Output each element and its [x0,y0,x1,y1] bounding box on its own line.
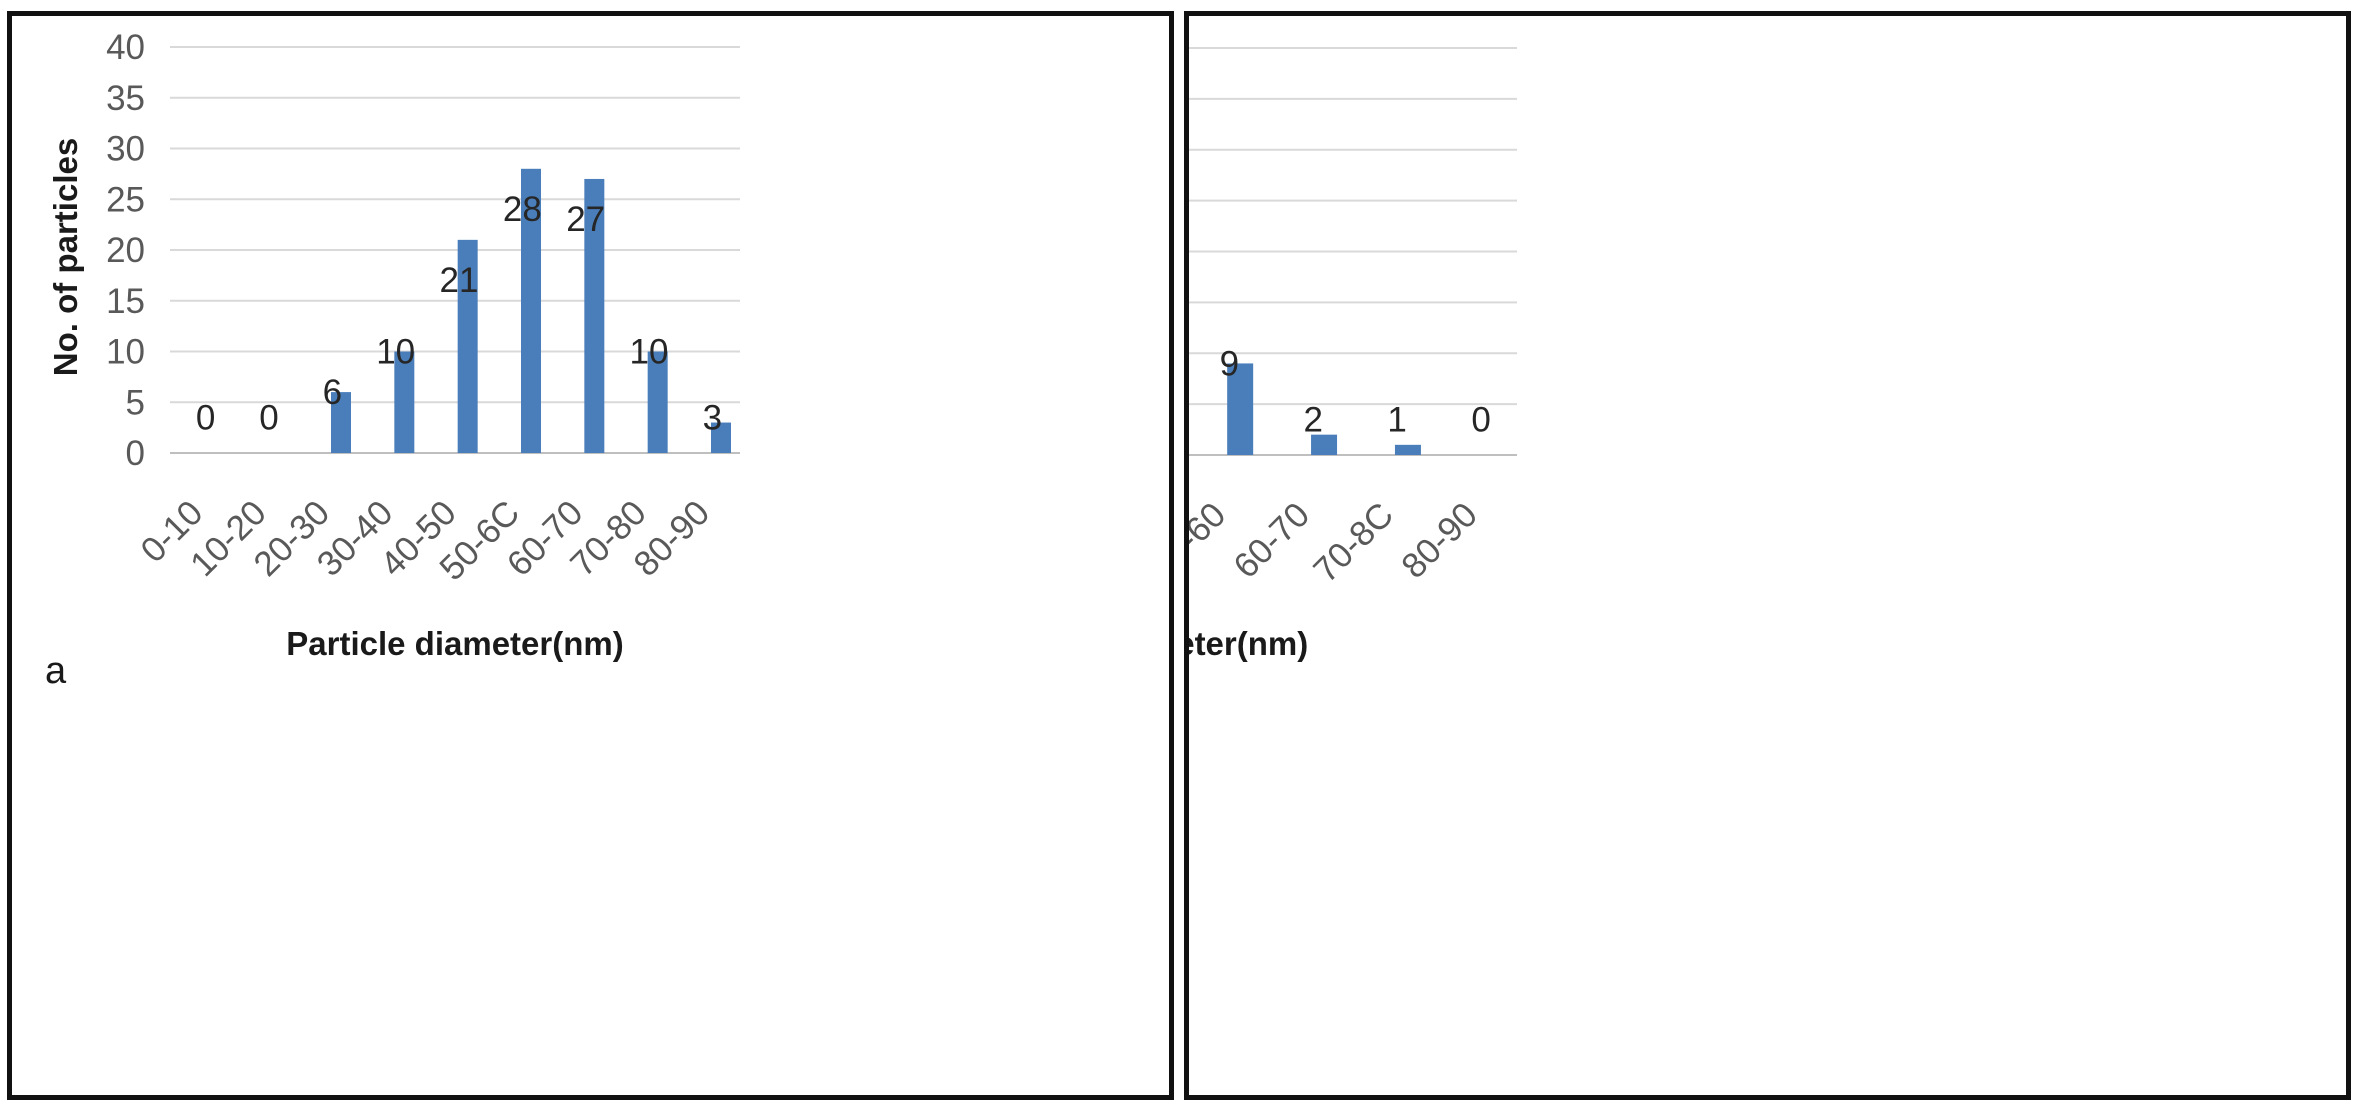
bar [1227,363,1254,455]
y-tick-label: 15 [106,282,145,321]
bar [711,422,731,453]
chart-a-svg: 051015202530354000-10010-20620-301030-40… [45,28,740,692]
y-tick-label: 30 [106,130,145,169]
y-tick-label: 35 [106,79,145,118]
data-label: 10 [630,333,669,372]
x-tick-label: 80-90 [1394,495,1485,586]
bar [457,239,478,453]
data-label: 28 [503,190,542,229]
data-label: 27 [566,200,605,239]
bar [1394,444,1421,455]
bar [1311,434,1338,455]
data-label: 0 [196,398,215,437]
x-tick-label: 70-8C [1306,495,1401,590]
x-axis-title: Particle diameter(nm) [1189,625,1308,662]
bar [331,392,351,453]
bar [584,178,605,453]
y-tick-label: 10 [106,333,145,372]
x-tick-label: 60-70 [1226,495,1317,586]
y-tick-label: 5 [126,383,145,422]
y-tick-label: 20 [106,231,145,270]
data-label: 6 [323,373,342,412]
data-label: 21 [440,261,479,300]
data-label: 3 [703,398,722,437]
y-tick-label: 40 [106,28,145,67]
chart-panel-b: 051015202530354000-10110-20320-30530-406… [1184,11,2351,1100]
y-axis-title: No. of particles [47,138,84,376]
bar [521,168,541,454]
x-tick-label: 80-90 [626,493,717,584]
x-tick-label: 50-60 [1189,495,1233,586]
data-label: 9 [1220,344,1239,383]
data-label: 1 [1387,400,1406,439]
chart-b-svg: 051015202530354000-10110-20320-30530-406… [1189,47,1517,662]
bar [647,351,668,453]
y-tick-label: 25 [106,180,145,219]
data-label: 0 [259,398,278,437]
panel-letter: a [45,650,67,692]
bar [394,351,415,453]
y-tick-label: 0 [126,434,145,473]
data-label: 2 [1304,400,1323,439]
x-axis-title: Particle diameter(nm) [286,625,623,662]
data-label: 0 [1471,400,1490,439]
chart-panel-a: 0 5 10 15 20 25 30 35 40 0 0-10 0 10-20 6 20-30 10 30-40… [7,11,1174,1100]
data-label: 10 [376,333,415,372]
